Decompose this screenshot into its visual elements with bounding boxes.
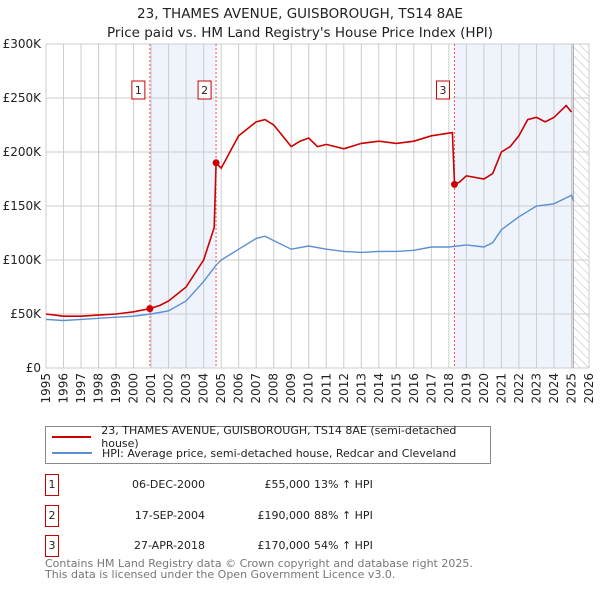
x-tick-label: 2014	[372, 373, 386, 404]
x-tick-label: 2005	[214, 373, 228, 404]
x-tick-label: 2016	[407, 373, 421, 404]
sale-price: £190,000	[257, 509, 311, 522]
chart-title: 23, THAMES AVENUE, GUISBOROUGH, TS14 8AE…	[0, 5, 600, 43]
sale-marker: 1	[45, 474, 59, 496]
sale-label-box	[197, 80, 212, 100]
x-tick-label: 2006	[232, 373, 246, 404]
legend-swatch-blue	[52, 452, 92, 454]
x-tick-label: 1999	[109, 373, 123, 404]
sale-hpi: 54% ↑ HPI	[314, 539, 373, 552]
x-tick-label: 2015	[389, 373, 403, 404]
sale-row: 1 06-DEC-2000 £55,000 13% ↑ HPI	[45, 474, 600, 496]
x-tick-label: 2004	[197, 373, 211, 404]
y-tick-label: £300K	[3, 37, 43, 51]
x-tick-label: 1997	[74, 373, 88, 404]
x-tick-label: 2022	[512, 373, 526, 404]
y-tick-label: £0	[26, 361, 41, 375]
x-tick-label: 2010	[302, 373, 316, 404]
x-tick-label: 2018	[442, 373, 456, 404]
x-tick-label: 2026	[582, 373, 596, 404]
legend-label: 23, THAMES AVENUE, GUISBOROUGH, TS14 8AE…	[101, 424, 457, 450]
x-tick-label: 2011	[319, 373, 333, 404]
sale-hpi: 88% ↑ HPI	[314, 509, 373, 522]
x-tick-label: 2007	[249, 373, 263, 404]
x-tick-label: 2013	[354, 373, 368, 404]
footer-line: This data is licensed under the Open Gov…	[45, 568, 396, 581]
y-tick-label: £200K	[3, 145, 43, 159]
footer-line: Contains HM Land Registry data © Crown c…	[45, 557, 473, 570]
x-tick-label: 2000	[127, 373, 141, 404]
x-tick-label: 2024	[547, 373, 561, 404]
sale-label: 3	[439, 84, 446, 97]
x-tick-label: 1998	[92, 373, 106, 404]
x-tick-label: 2012	[337, 373, 351, 404]
sale-hpi: 13% ↑ HPI	[314, 478, 373, 491]
hpi-line	[45, 194, 574, 322]
footer: Contains HM Land Registry data © Crown c…	[45, 558, 473, 580]
sale-price: £55,000	[264, 478, 311, 491]
sale-point	[450, 180, 458, 188]
sale-label: 2	[201, 84, 208, 97]
x-tick-label: 2023	[529, 373, 543, 404]
sale-date: 27-APR-2018	[133, 539, 205, 552]
legend: 23, THAMES AVENUE, GUISBOROUGH, TS14 8AE…	[45, 424, 491, 464]
legend-item-hpi: HPI: Average price, semi-detached house,…	[52, 445, 456, 461]
legend-label: HPI: Average price, semi-detached house,…	[102, 446, 457, 460]
sale-marker: 3	[45, 535, 59, 557]
x-tick-label: 2019	[459, 373, 473, 404]
x-tick-label: 2003	[179, 373, 193, 404]
subtitle: Price paid vs. HM Land Registry's House …	[107, 25, 493, 41]
legend-swatch-red	[52, 436, 92, 438]
sale-label-box	[435, 80, 450, 100]
title: 23, THAMES AVENUE, GUISBOROUGH, TS14 8AE	[137, 6, 463, 22]
sale-marker: 2	[45, 505, 59, 527]
price-paid-line	[45, 104, 573, 317]
x-tick-label: 2021	[494, 373, 508, 404]
y-tick-label: £50K	[10, 307, 42, 321]
sale-row: 2 17-SEP-2004 £190,000 88% ↑ HPI	[45, 505, 600, 527]
x-tick-label: 2008	[267, 373, 281, 404]
x-tick-label: 2001	[144, 373, 158, 404]
sale-row: 3 27-APR-2018 £170,000 54% ↑ HPI	[45, 535, 600, 557]
y-tick-label: £150K	[3, 199, 43, 213]
legend-item-property: 23, THAMES AVENUE, GUISBOROUGH, TS14 8AE…	[52, 424, 490, 450]
sale-label-box	[131, 80, 146, 100]
sale-point	[146, 305, 154, 313]
x-tick-label: 2020	[477, 373, 491, 404]
y-tick-label: £250K	[3, 91, 43, 105]
x-tick-label: 2025	[564, 373, 578, 404]
sale-price: £170,000	[257, 539, 311, 552]
x-tick-label: 2002	[162, 373, 176, 404]
sale-date: 17-SEP-2004	[134, 509, 205, 522]
x-tick-label: 2017	[424, 373, 438, 404]
sale-date: 06-DEC-2000	[131, 478, 205, 491]
price-chart: 1995 1996 1997 1998 1999 2000 2001 2002 2003 2004…	[3, 37, 596, 404]
x-tick-label: 2009	[284, 373, 298, 404]
x-tick-label: 1996	[57, 373, 71, 404]
x-tick-label: 1995	[39, 373, 53, 404]
sale-label: 1	[135, 84, 142, 97]
sale-point	[212, 159, 220, 167]
y-tick-label: £100K	[3, 253, 43, 267]
